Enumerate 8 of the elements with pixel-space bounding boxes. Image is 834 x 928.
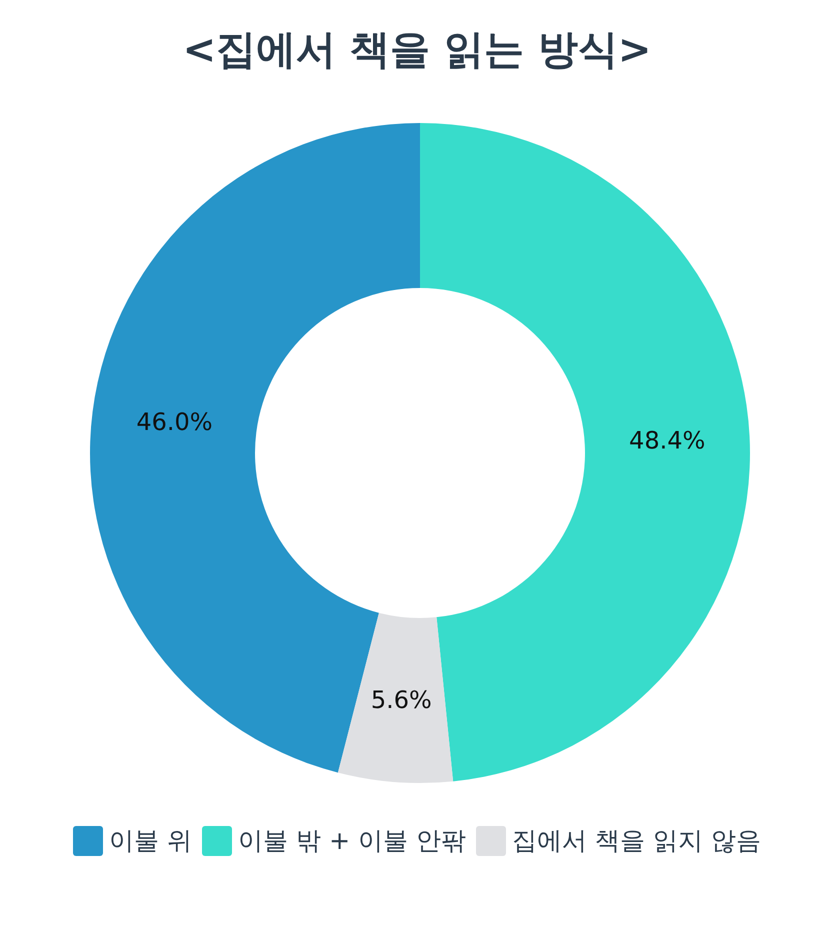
data-label: 46.0% [136,408,213,436]
donut-slice [338,612,454,783]
data-label: 48.4% [629,426,706,455]
data-label: 5.6% [370,686,432,714]
legend-label: 이불 밖 + 이불 안팎 [238,825,466,857]
legend-label: 이불 위 [109,825,192,857]
chart-title: <집에서 책을 읽는 방식> [182,26,652,75]
legend-label: 집에서 책을 읽지 않음 [512,825,761,857]
